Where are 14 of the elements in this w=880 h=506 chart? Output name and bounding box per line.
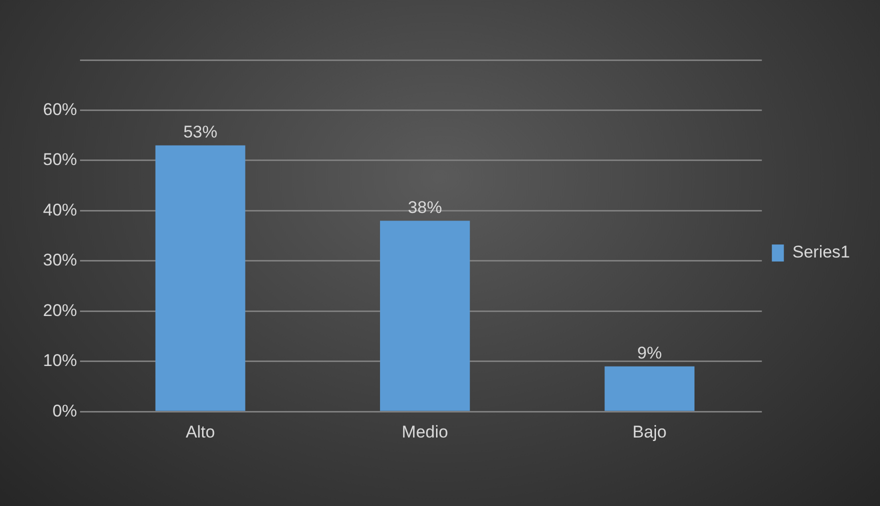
x-tick-label: Alto <box>186 422 215 442</box>
y-tick-label: 50% <box>42 150 78 170</box>
data-label: 38% <box>408 198 442 217</box>
y-tick-label: 60% <box>42 100 78 119</box>
data-label: 9% <box>637 344 662 363</box>
x-tick-label: Bajo <box>632 422 667 442</box>
y-tick-label: 40% <box>42 200 78 220</box>
x-tick-label: Medio <box>402 422 448 442</box>
y-tick-label: 20% <box>42 300 78 320</box>
y-tick-label: 0% <box>52 401 78 420</box>
data-label: 53% <box>183 122 218 142</box>
y-tick-label: 30% <box>42 250 78 270</box>
legend-label: Series1 <box>792 242 850 262</box>
y-tick-label: 10% <box>42 351 78 370</box>
